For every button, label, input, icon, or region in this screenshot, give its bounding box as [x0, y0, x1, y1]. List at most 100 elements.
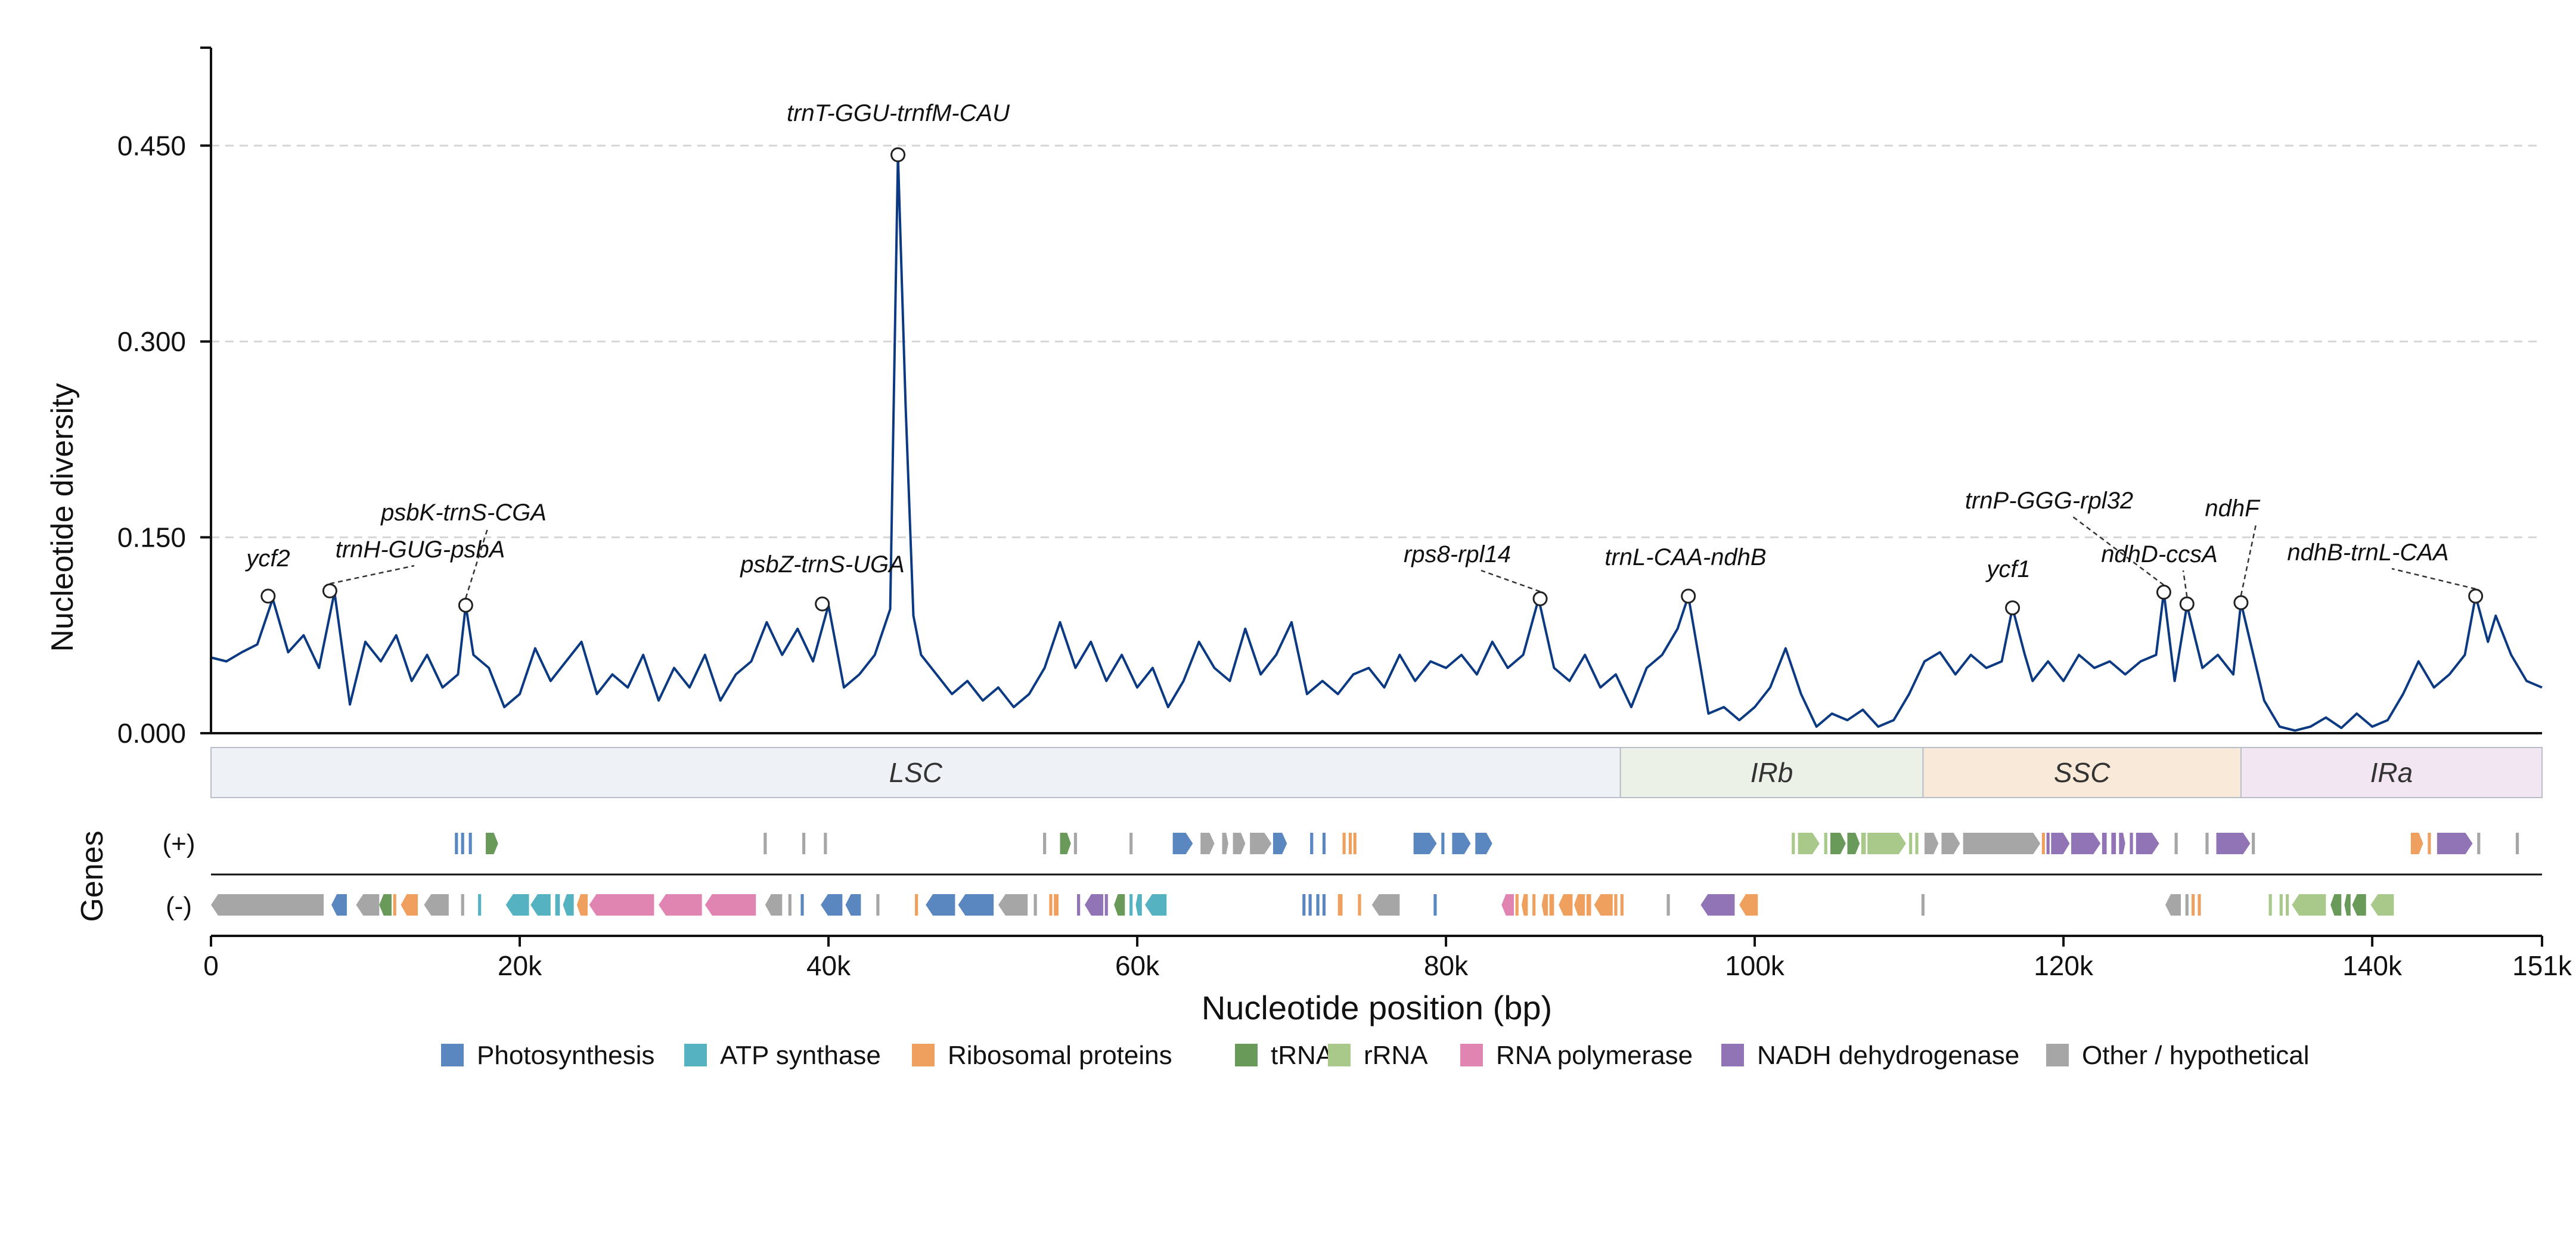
grid-lines: [211, 144, 2542, 538]
gene-feature-plus: [1915, 833, 1919, 854]
y-tick-label: 0.450: [117, 130, 186, 161]
x-tick-label: 20k: [498, 950, 542, 981]
legend-label-atp: ATP synthase: [720, 1041, 881, 1070]
gene-feature-plus: [1924, 833, 1939, 854]
gene-feature-minus: [461, 894, 464, 916]
legend-label-rrna: rRNA: [1364, 1041, 1428, 1070]
region-lsc: [210, 747, 1621, 798]
gene-feature-plus: [2041, 833, 2045, 854]
gene-feature-minus: [2370, 894, 2394, 916]
gene-feature-minus: [1049, 894, 1053, 916]
gene-feature-plus: [2477, 833, 2481, 854]
gene-feature-minus: [1620, 894, 1624, 916]
peak-marker: [1681, 588, 1696, 604]
gene-feature-plus: [1830, 833, 1846, 854]
gene-feature-minus: [2268, 894, 2272, 916]
peak-label: trnP-GGG-rpl32: [1965, 488, 2133, 514]
gene-feature-minus: [788, 894, 792, 916]
annotation-leader: [2072, 516, 2165, 586]
peak-label: ndhF: [2205, 495, 2261, 522]
gene-feature-minus: [1586, 894, 1591, 916]
region-label: IRb: [1751, 757, 1793, 788]
gene-feature-plus: [1322, 833, 1326, 854]
gene-feature-plus: [764, 833, 767, 854]
gene-feature-plus: [1348, 833, 1352, 854]
gene-feature-minus: [1358, 894, 1361, 916]
gene-feature-minus: [2286, 894, 2289, 916]
x-axis: 0 20k 40k 60k 80k 100k 120k 140k 151k: [203, 935, 2572, 981]
peak-label: ycf2: [244, 545, 290, 572]
gene-feature-minus: [478, 894, 482, 916]
legend-label-rnap: RNA polymerase: [1496, 1041, 1693, 1070]
gene-feature-minus: [1104, 894, 1108, 916]
gene-feature-minus: [576, 894, 588, 916]
gene-feature-minus: [1541, 894, 1548, 916]
genes-axis-label: Genes: [75, 830, 110, 922]
gene-feature-plus: [1172, 833, 1193, 854]
gene-feature-plus: [1233, 833, 1246, 854]
peak-label: psbK-trnS-CGA: [380, 500, 547, 526]
x-tick-label: 40k: [806, 950, 851, 981]
x-tick-label: 120k: [2034, 950, 2094, 981]
legend-swatch-other: [2046, 1044, 2069, 1066]
gene-feature-minus: [356, 894, 380, 916]
peak-label: trnH-GUG-psbA: [336, 536, 505, 563]
peak-marker: [322, 583, 337, 598]
gene-feature-minus: [555, 894, 560, 916]
x-axis-label: Nucleotide position (bp): [1202, 989, 1552, 1026]
gene-feature-plus: [2071, 833, 2101, 854]
strand-plus-label: (+): [163, 829, 195, 858]
gene-feature-minus: [1322, 894, 1326, 916]
gene-tracks: [211, 833, 2542, 916]
gene-feature-plus: [1413, 833, 1437, 854]
gene-feature-minus: [1574, 894, 1585, 916]
peak-marker: [2468, 588, 2484, 604]
gene-feature-plus: [1342, 833, 1346, 854]
gene-feature-minus: [2344, 894, 2351, 916]
gene-feature-minus: [1302, 894, 1306, 916]
gene-feature-minus: [2192, 894, 2195, 916]
gene-feature-plus: [2046, 833, 2050, 854]
gene-feature-plus: [824, 833, 827, 854]
gene-feature-plus: [1250, 833, 1272, 854]
gene-feature-minus: [1033, 894, 1037, 916]
y-tick-label: 0.300: [117, 326, 186, 357]
legend-label-photo: Photosynthesis: [477, 1041, 654, 1070]
gene-feature-plus: [2051, 833, 2070, 854]
gene-feature-minus: [1144, 894, 1167, 916]
peak-marker: [815, 596, 830, 612]
gene-feature-plus: [802, 833, 806, 854]
gene-feature-plus: [1963, 833, 2041, 854]
gene-feature-minus: [1114, 894, 1125, 916]
gene-feature-plus: [1452, 833, 1471, 854]
gene-feature-minus: [2330, 894, 2342, 916]
gene-feature-minus: [1614, 894, 1618, 916]
annotation-leader: [465, 528, 489, 598]
gene-feature-minus: [393, 894, 396, 916]
gene-feature-plus: [1060, 833, 1071, 854]
gene-feature-plus: [1273, 833, 1287, 854]
diversity-series-line: [210, 153, 2543, 732]
gene-feature-plus: [461, 833, 464, 854]
legend-swatch-trna: [1235, 1044, 1258, 1066]
gene-feature-minus: [1433, 894, 1437, 916]
gene-feature-minus: [1077, 894, 1081, 916]
gene-feature-minus: [1084, 894, 1104, 916]
gene-feature-minus: [589, 894, 654, 916]
gene-feature-minus: [379, 894, 392, 916]
annotation-leader: [2182, 570, 2188, 597]
legend-label-ndh: NADH dehydrogenase: [1757, 1041, 2019, 1070]
gene-feature-plus: [1909, 833, 1913, 854]
region-irb: [1619, 747, 1924, 798]
annotation-leader: [2240, 524, 2257, 596]
gene-feature-minus: [331, 894, 347, 916]
region-label: IRa: [2370, 757, 2413, 788]
peak-annotations: ycf2 trnH-GUG-psbA psbK-trnS-CGA psbZ-trnS-…: [244, 100, 2484, 616]
gene-feature-minus: [563, 894, 574, 916]
gene-feature-minus: [1521, 894, 1528, 916]
gene-feature-plus: [1043, 833, 1047, 854]
gene-feature-minus: [1559, 894, 1573, 916]
legend-label-other: Other / hypothetical: [2082, 1041, 2310, 1070]
gene-feature-plus: [2119, 833, 2125, 854]
legend-label-ribo: Ribosomal proteins: [948, 1041, 1172, 1070]
